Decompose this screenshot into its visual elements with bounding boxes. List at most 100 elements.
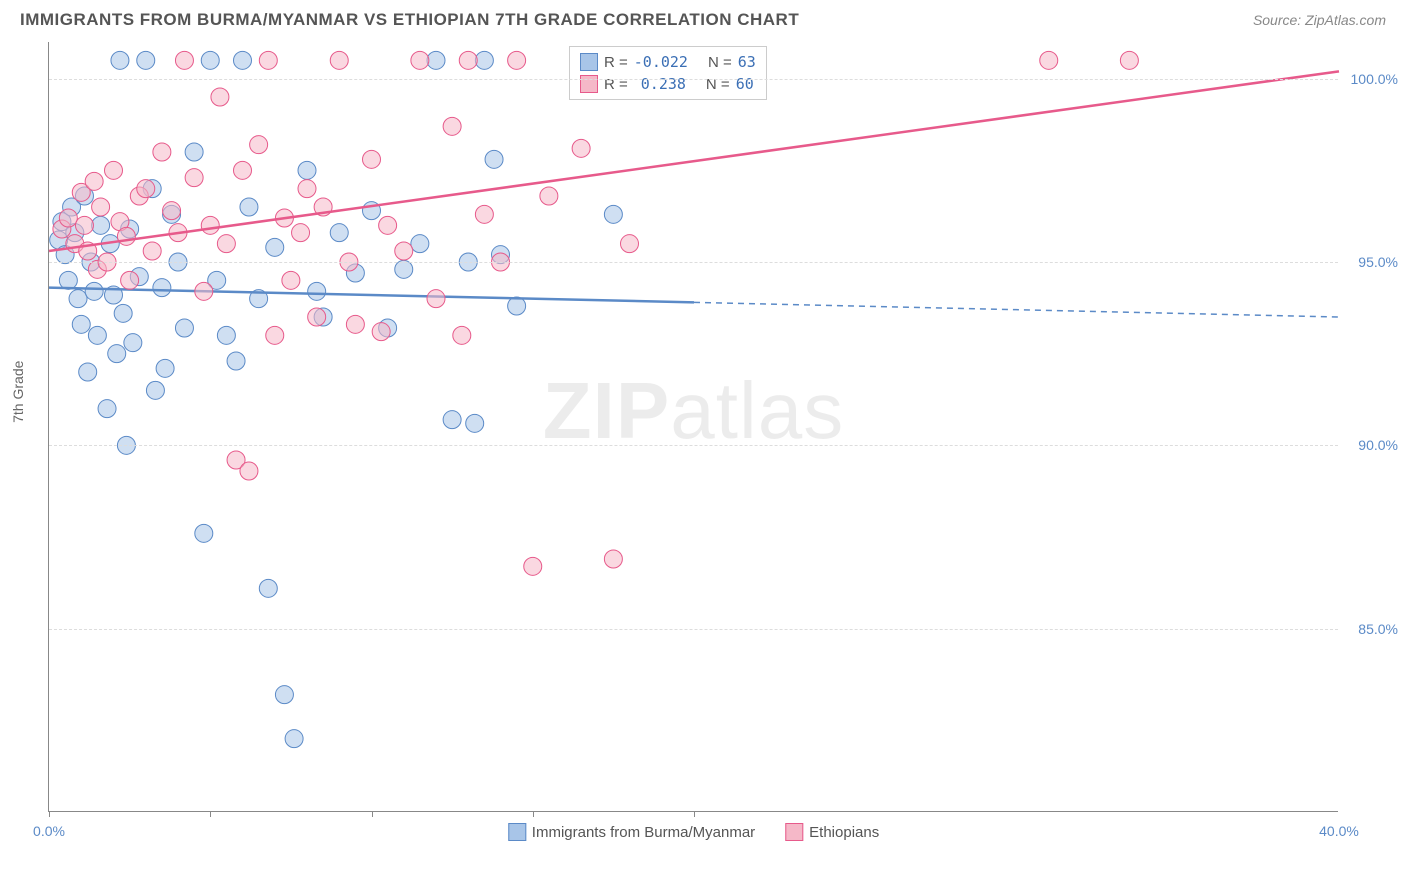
y-axis-label: 7th Grade (10, 361, 26, 423)
y-tick-label: 90.0% (1358, 437, 1398, 453)
data-point (146, 381, 164, 399)
x-tick (694, 811, 695, 817)
bottom-legend: Immigrants from Burma/Myanmar Ethiopians (508, 823, 879, 841)
data-point (185, 143, 203, 161)
data-point (379, 216, 397, 234)
trend-line (49, 288, 694, 303)
legend-row-series1: R = -0.022 N = 63 (580, 51, 756, 73)
data-point (108, 345, 126, 363)
data-point (508, 51, 526, 69)
data-point (372, 323, 390, 341)
data-point (217, 235, 235, 253)
data-point (395, 260, 413, 278)
scatter-svg (49, 42, 1338, 811)
data-point (85, 282, 103, 300)
data-point (92, 198, 110, 216)
data-point (59, 209, 77, 227)
data-point (111, 51, 129, 69)
bottom-legend-item-2: Ethiopians (785, 823, 879, 841)
data-point (275, 686, 293, 704)
data-point (79, 363, 97, 381)
data-point (72, 315, 90, 333)
data-point (330, 224, 348, 242)
data-point (92, 216, 110, 234)
chart-title: IMMIGRANTS FROM BURMA/MYANMAR VS ETHIOPI… (20, 10, 799, 30)
x-tick-label: 0.0% (33, 823, 65, 839)
data-point (153, 143, 171, 161)
data-point (234, 51, 252, 69)
data-point (604, 205, 622, 223)
data-point (105, 161, 123, 179)
data-point (240, 198, 258, 216)
data-point (259, 579, 277, 597)
r-value-1: -0.022 (634, 53, 688, 71)
data-point (259, 51, 277, 69)
data-point (524, 557, 542, 575)
data-point (604, 550, 622, 568)
data-point (137, 180, 155, 198)
x-tick (533, 811, 534, 817)
data-point (411, 235, 429, 253)
data-point (285, 730, 303, 748)
data-point (175, 319, 193, 337)
data-point (266, 326, 284, 344)
data-point (137, 51, 155, 69)
data-point (308, 308, 326, 326)
data-point (250, 136, 268, 154)
data-point (121, 271, 139, 289)
data-point (185, 169, 203, 187)
data-point (124, 334, 142, 352)
data-point (621, 235, 639, 253)
x-tick-label: 40.0% (1319, 823, 1359, 839)
data-point (475, 51, 493, 69)
data-point (466, 414, 484, 432)
data-point (175, 51, 193, 69)
x-tick (210, 811, 211, 817)
data-point (475, 205, 493, 223)
data-point (485, 150, 503, 168)
data-point (240, 462, 258, 480)
bottom-legend-item-1: Immigrants from Burma/Myanmar (508, 823, 755, 841)
data-point (85, 172, 103, 190)
n-value-1: 63 (738, 53, 756, 71)
data-point (114, 304, 132, 322)
y-tick-label: 85.0% (1358, 621, 1398, 637)
data-point (443, 411, 461, 429)
data-point (292, 224, 310, 242)
data-point (266, 238, 284, 256)
data-point (234, 161, 252, 179)
data-point (163, 202, 181, 220)
gridline (49, 629, 1338, 630)
correlation-legend: R = -0.022 N = 63 R = 0.238 N = 60 (569, 46, 767, 100)
data-point (427, 290, 445, 308)
data-point (201, 51, 219, 69)
legend-swatch-1 (580, 53, 598, 71)
data-point (88, 326, 106, 344)
data-point (453, 326, 471, 344)
data-point (211, 88, 229, 106)
data-point (195, 282, 213, 300)
data-point (59, 271, 77, 289)
data-point (411, 51, 429, 69)
data-point (156, 359, 174, 377)
data-point (427, 51, 445, 69)
bottom-swatch-1 (508, 823, 526, 841)
gridline (49, 79, 1338, 80)
gridline (49, 445, 1338, 446)
data-point (330, 51, 348, 69)
n-label-1: N = (708, 54, 732, 71)
legend-row-series2: R = 0.238 N = 60 (580, 73, 756, 95)
data-point (98, 400, 116, 418)
data-point (308, 282, 326, 300)
bottom-label-2: Ethiopians (809, 824, 879, 841)
data-point (282, 271, 300, 289)
x-tick (372, 811, 373, 817)
data-point (153, 279, 171, 297)
data-point (298, 161, 316, 179)
data-point (227, 352, 245, 370)
data-point (1040, 51, 1058, 69)
bottom-label-1: Immigrants from Burma/Myanmar (532, 824, 755, 841)
chart-plot-area: ZIPatlas R = -0.022 N = 63 R = 0.238 N =… (48, 42, 1338, 812)
bottom-swatch-2 (785, 823, 803, 841)
data-point (69, 290, 87, 308)
